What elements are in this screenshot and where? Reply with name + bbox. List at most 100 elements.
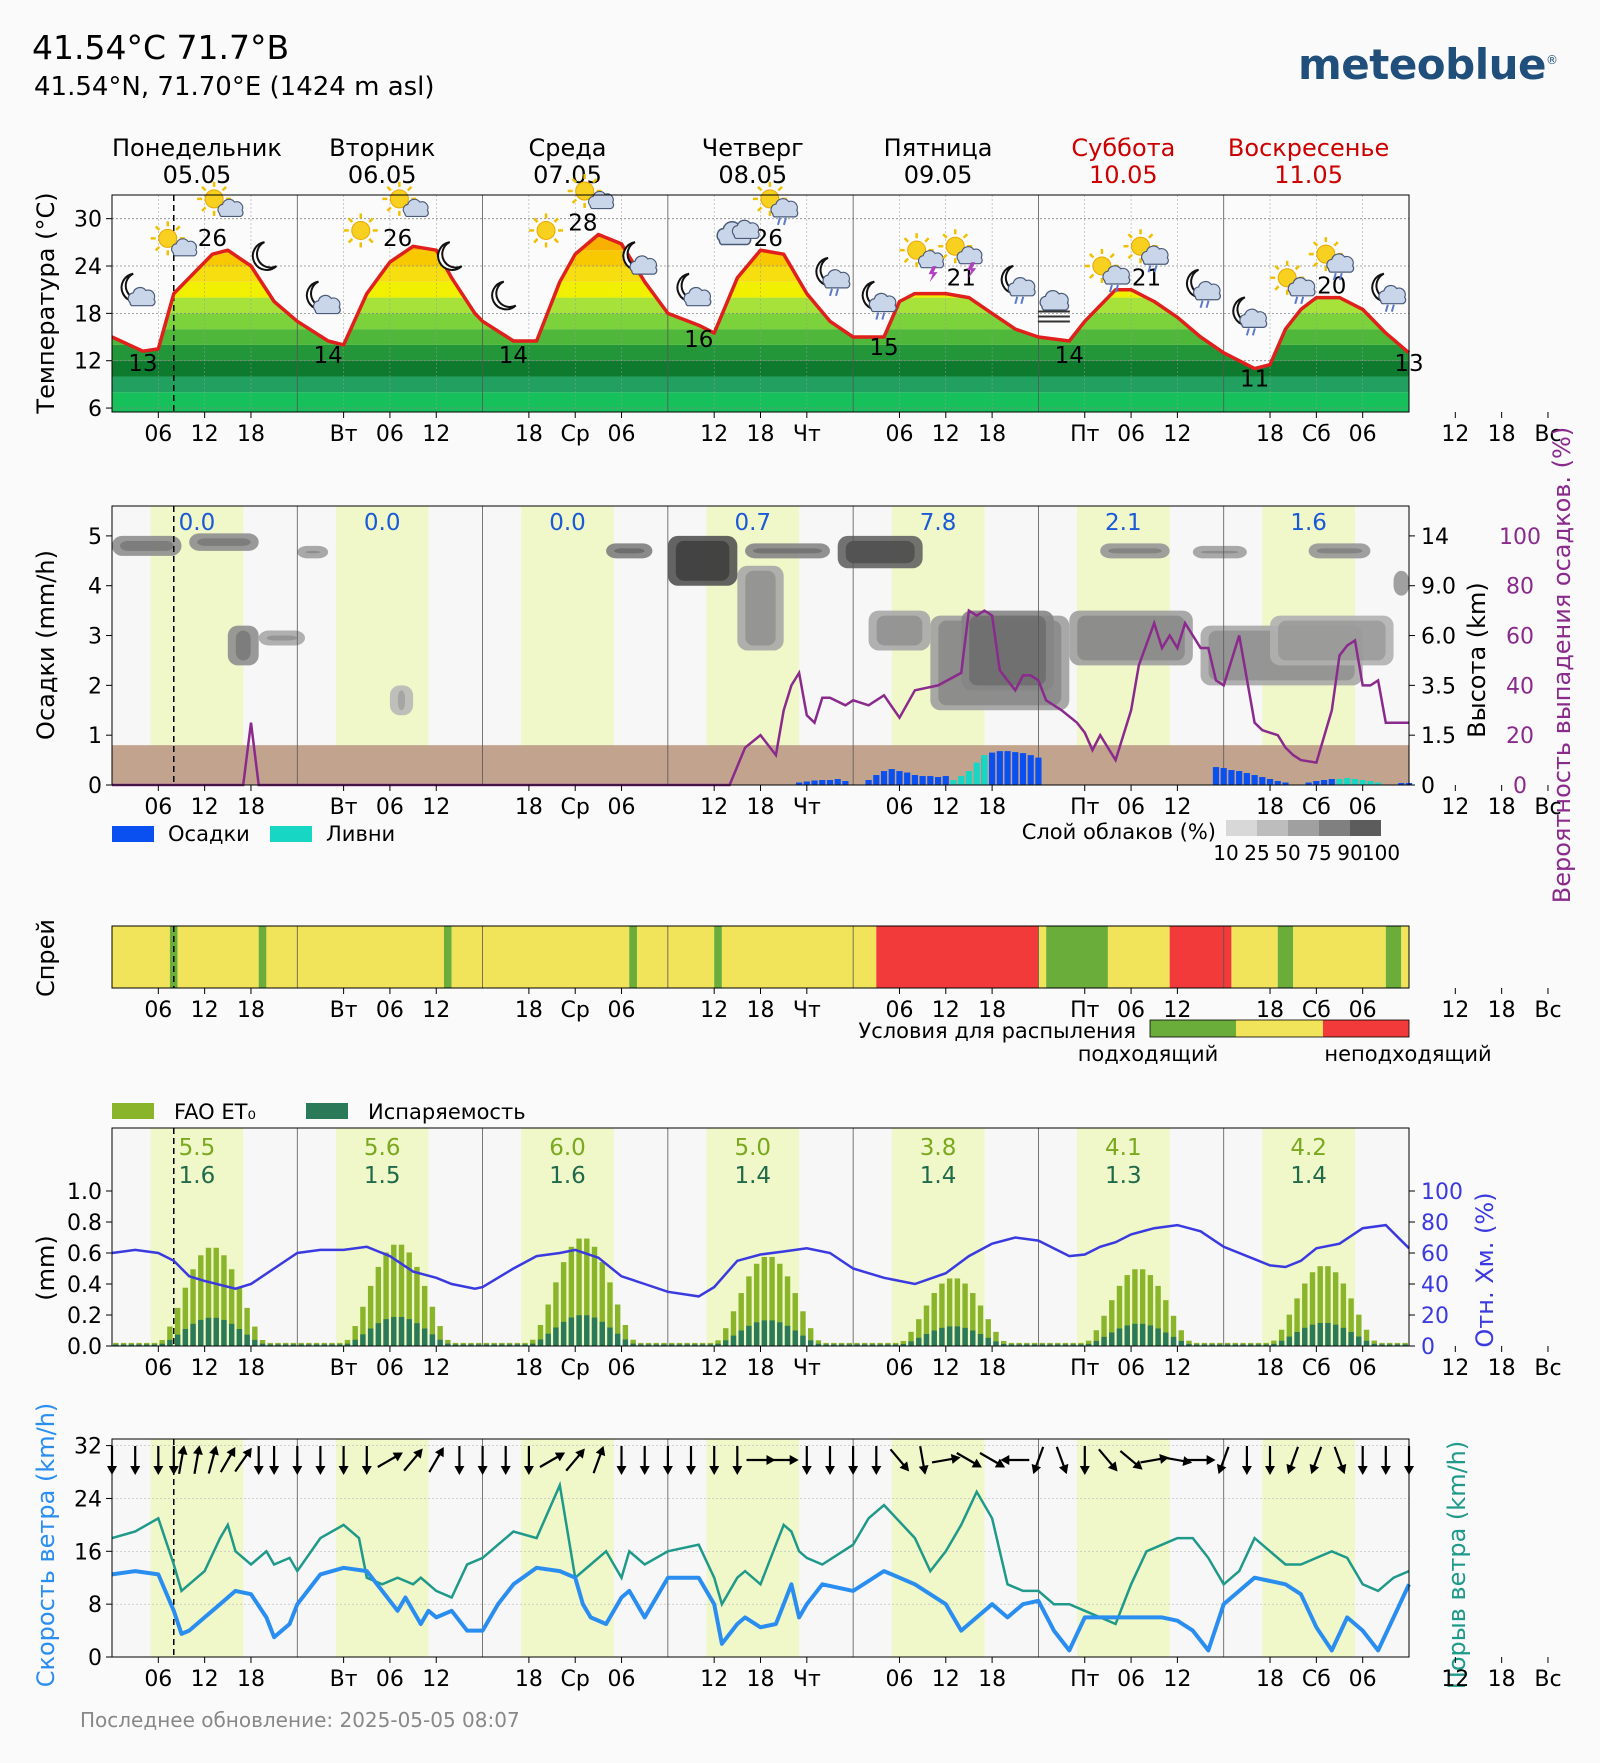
- fao-et0-bar: [367, 1285, 374, 1346]
- spray-segment-mid: [1231, 926, 1278, 988]
- evaporation-bar: [429, 1334, 436, 1346]
- arrow-head: [1286, 1463, 1296, 1475]
- daily-evaporation-total: 1.6: [179, 1163, 216, 1189]
- evaporation-bar: [437, 1339, 443, 1346]
- evaporation-bar: [630, 1343, 636, 1346]
- evapotranspiration-y-axis-label: (mm): [32, 1235, 60, 1300]
- precipitation-x-tick-label: 18: [515, 795, 543, 820]
- sun-ray: [347, 217, 354, 223]
- evaporation-bar: [699, 1344, 706, 1346]
- fao-et0-bar: [584, 1238, 590, 1346]
- arrow-head: [871, 1466, 882, 1475]
- wind-direction-arrow: [769, 1455, 799, 1465]
- cloud-layer-core: [266, 635, 298, 641]
- precipitation-x-tick-label: 12: [1163, 795, 1191, 820]
- fao-et0-bar: [792, 1293, 798, 1346]
- moon-rain-icon: [1186, 268, 1221, 309]
- evaporation-bar: [1109, 1332, 1115, 1346]
- wind-x-tick-label: 06: [376, 1667, 404, 1692]
- sun-ray: [1089, 273, 1095, 279]
- sun-ray: [924, 237, 930, 243]
- spray-y-axis-label: Спрей: [32, 919, 60, 997]
- fao-et0-bar: [777, 1263, 783, 1346]
- evaporation-bar: [1093, 1340, 1100, 1346]
- evaporation-bar: [445, 1343, 451, 1346]
- evaporation-bar: [707, 1344, 714, 1346]
- evaporation-bar: [406, 1319, 412, 1346]
- precipitation-bar: [1282, 782, 1289, 785]
- arrow-head: [1031, 1463, 1042, 1475]
- spray-x-tick-label: 18: [1256, 998, 1284, 1023]
- evaporation-bar: [962, 1327, 968, 1346]
- wind-direction-arrow: [848, 1446, 859, 1475]
- evaporation-bar: [198, 1319, 204, 1346]
- wind-x-tick-label: 12: [932, 1667, 960, 1692]
- fao-et0-bar: [560, 1262, 567, 1346]
- sun-ray: [175, 225, 181, 231]
- evapotranspiration-x-tick-label: 06: [144, 1356, 172, 1381]
- precipitation-bar: [919, 776, 926, 785]
- sun-cloud-icon: [197, 181, 244, 217]
- temperature-panel: 132614261428162615211421112013612182430Т…: [32, 174, 1562, 447]
- fao-et0-bar: [769, 1256, 775, 1346]
- evaporation-bar: [730, 1335, 737, 1346]
- daily-evaporation-total: 1.4: [734, 1163, 771, 1189]
- wind-x-tick-label: 18: [1488, 1667, 1516, 1692]
- evaporation-bar: [1386, 1344, 1393, 1346]
- arrow-head: [950, 1454, 961, 1464]
- arrow-head: [575, 1448, 585, 1459]
- shower-bar: [965, 771, 973, 785]
- sun-disc: [945, 236, 965, 256]
- cloud-shape: [731, 219, 760, 240]
- wind-direction-arrow: [616, 1446, 627, 1475]
- precipitation-y-tick-label: 1: [88, 724, 102, 749]
- evaporation-bar: [684, 1344, 690, 1346]
- wind-direction-arrow: [825, 1446, 835, 1475]
- wind-x-tick-label: Сб: [1302, 1667, 1331, 1692]
- evaporation-bar: [1209, 1344, 1215, 1346]
- evapotranspiration-x-tick-label: 12: [700, 1356, 728, 1381]
- precipitation-bar: [819, 780, 826, 785]
- wind-direction-arrow: [193, 1445, 203, 1474]
- spray-legend-good: [1150, 1020, 1236, 1037]
- temperature-x-tick-label: 06: [885, 422, 913, 447]
- arrow-head: [1058, 1463, 1069, 1475]
- evaporation-bar: [1085, 1343, 1092, 1346]
- evaporation-bar: [174, 1334, 181, 1346]
- sun-ray: [1333, 241, 1339, 247]
- cloud-layer-core: [1200, 550, 1239, 554]
- sun-ray: [1089, 253, 1095, 259]
- temperature-value-label: 11: [1240, 367, 1269, 393]
- cloud-legend-swatch: [1226, 820, 1257, 836]
- evaporation-bar: [182, 1328, 189, 1346]
- evaporation-bar: [916, 1337, 922, 1346]
- evaporation-bar: [715, 1343, 721, 1346]
- temperature-y-axis-label: Температура (°C): [32, 192, 60, 414]
- fao-et0-bar: [599, 1262, 605, 1346]
- last-update-text: Последнее обновление: 2025-05-05 08:07: [80, 1708, 520, 1732]
- bolt-shape: [967, 262, 977, 279]
- evaporation-bar: [846, 1344, 852, 1346]
- sun-ray: [386, 185, 392, 192]
- evapotranspiration-x-tick-label: Пт: [1070, 1356, 1100, 1381]
- arrow-head: [454, 1466, 465, 1475]
- evapotranspiration-x-tick-label: Вс: [1534, 1356, 1561, 1381]
- wind-direction-arrow: [1216, 1446, 1230, 1475]
- arrow-head: [209, 1445, 219, 1456]
- cloud-layer-core: [969, 615, 1046, 686]
- shower-bar: [958, 776, 965, 785]
- wind-x-tick-label: 12: [191, 1667, 219, 1692]
- evaporation-bar: [800, 1335, 806, 1346]
- sun-disc: [158, 228, 178, 248]
- precipitation-x-tick-label: 06: [376, 795, 404, 820]
- fao-et0-bar: [159, 1340, 165, 1346]
- cloud-layer-core: [120, 540, 174, 551]
- wind-direction-arrow: [338, 1446, 349, 1475]
- sun-ray: [1127, 253, 1133, 260]
- wind-direction-arrow: [1000, 1455, 1030, 1465]
- fao-et0-bar: [1093, 1330, 1100, 1346]
- temperature-value-label: 14: [1055, 343, 1084, 369]
- fao-et0-bar: [167, 1326, 173, 1346]
- cloud-path: [127, 286, 156, 307]
- brand-logo[interactable]: meteoblue®: [1298, 40, 1558, 89]
